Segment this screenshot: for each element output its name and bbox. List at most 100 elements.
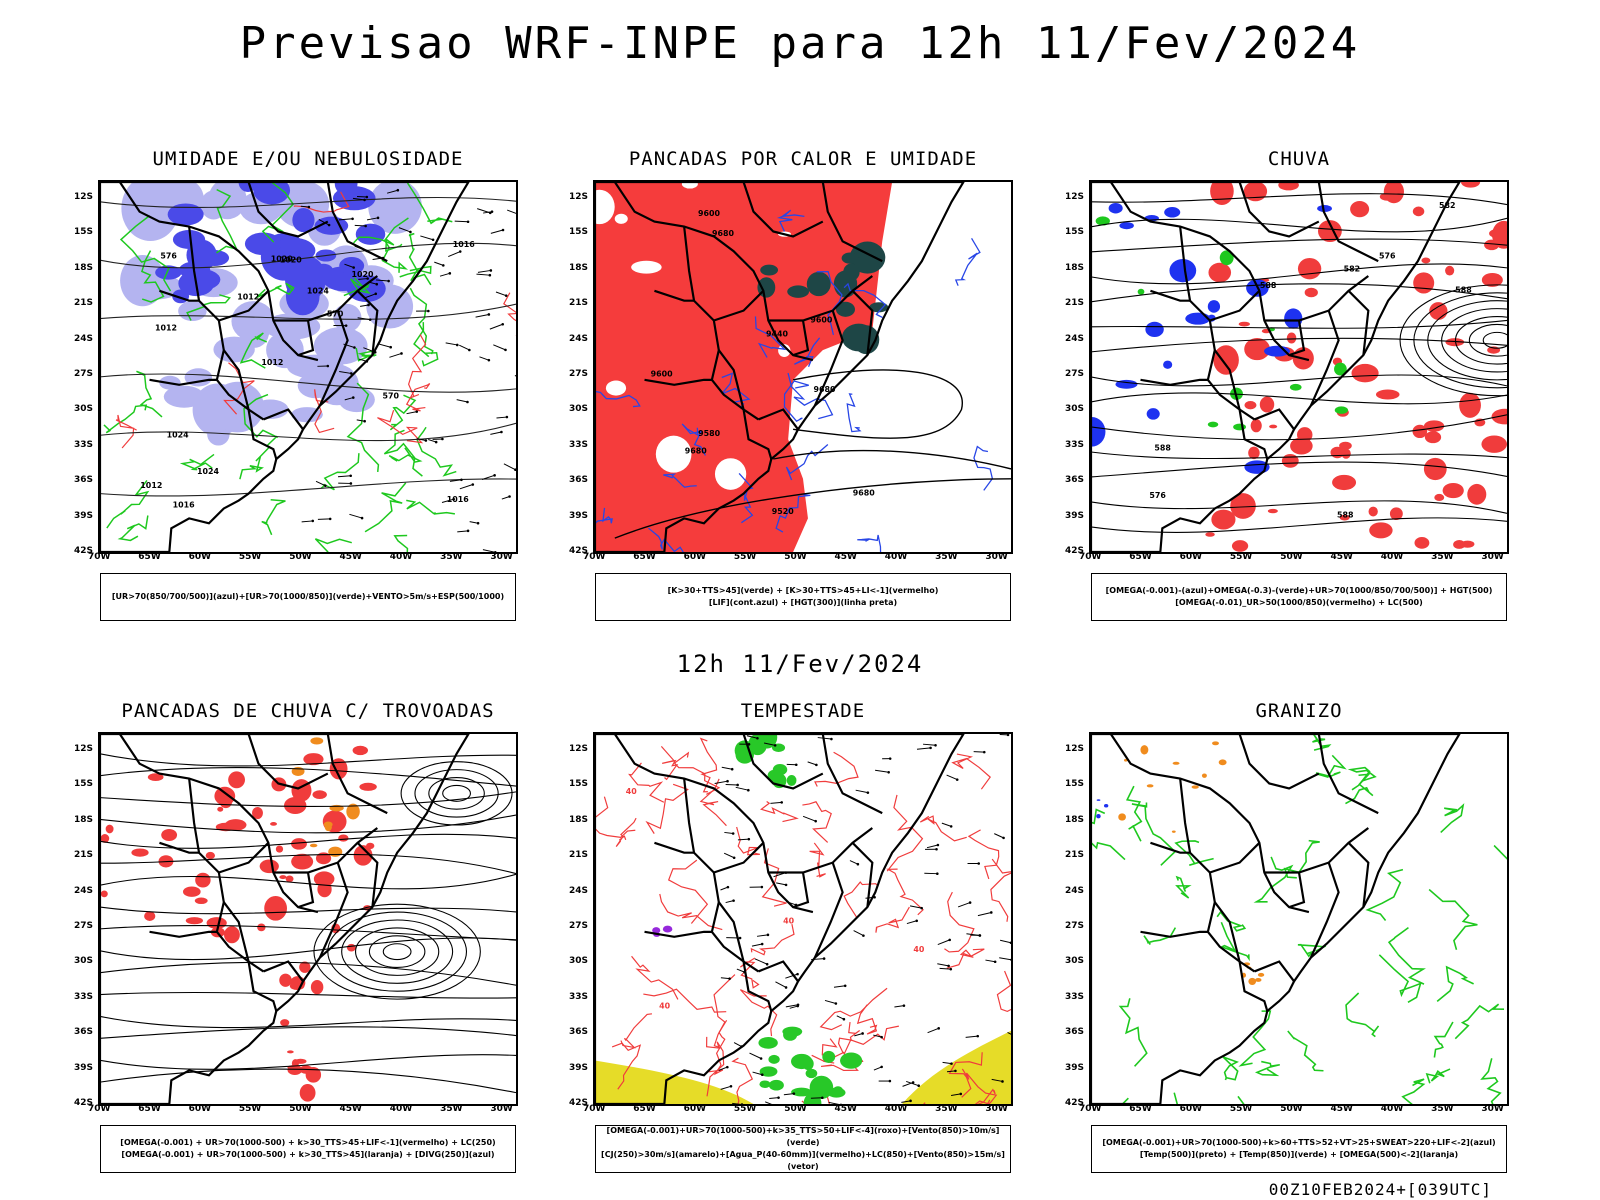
wind-vector-head xyxy=(887,771,890,774)
shaded-area xyxy=(791,1053,813,1070)
lon-label: 35W xyxy=(440,552,463,562)
lat-label: 12S xyxy=(1065,744,1085,754)
wind-vector-head xyxy=(761,1073,764,1077)
lon-label: 30W xyxy=(1481,552,1504,562)
wind-vector xyxy=(732,1102,742,1104)
streamline xyxy=(1091,517,1507,533)
shaded-area xyxy=(1218,759,1227,766)
wind-vector-head xyxy=(784,986,788,989)
lat-label: 24S xyxy=(569,885,589,896)
shaded-area xyxy=(1244,401,1257,410)
wind-vector-head xyxy=(466,220,470,224)
shaded-area xyxy=(1339,441,1352,450)
shaded-area xyxy=(217,806,224,812)
wind-vector-head xyxy=(784,883,788,887)
streamline-loop xyxy=(1468,323,1507,357)
shaded-area xyxy=(1389,507,1403,521)
streamline xyxy=(100,937,516,961)
legend-line: [LIF](cont.azul) + [HGT(300)](linha pret… xyxy=(708,598,898,607)
shaded-area xyxy=(1191,785,1199,789)
contour-line xyxy=(843,282,887,319)
contour-label: 1024 xyxy=(167,431,190,440)
wind-vector xyxy=(736,968,745,973)
shaded-area xyxy=(873,412,900,427)
wind-vector xyxy=(357,317,371,321)
lon-label: 60W xyxy=(188,552,212,562)
lat-label: 21S xyxy=(1065,850,1085,861)
shaded-area xyxy=(224,926,240,944)
streamline-loop xyxy=(1482,331,1507,349)
shaded-area xyxy=(778,344,791,358)
lon-label: 45W xyxy=(339,1104,362,1114)
shaded-area xyxy=(1163,360,1173,369)
wind-vector xyxy=(477,208,491,214)
wind-vector-head xyxy=(959,1092,963,1096)
streamline-loop xyxy=(313,903,481,1000)
contour-line xyxy=(314,538,352,552)
contour-label: 9680 xyxy=(685,447,708,456)
contour-line xyxy=(1254,1060,1280,1077)
shaded-area xyxy=(1235,501,1244,508)
shaded-area xyxy=(333,303,362,332)
shaded-area xyxy=(155,265,182,280)
shaded-area xyxy=(1103,803,1109,808)
shaded-area xyxy=(1281,454,1299,468)
lon-label: 30W xyxy=(1481,1104,1504,1114)
contour-line xyxy=(1118,998,1148,1067)
contour-line xyxy=(409,265,432,286)
wind-vector-head xyxy=(856,862,860,866)
wind-vector-head xyxy=(505,415,509,419)
contour-label: 9580 xyxy=(698,429,721,438)
map-pancadas_calor: 9680 9680 9680 9600 9680 9600 9520 9440 9580 9600 xyxy=(593,180,1013,554)
streamline xyxy=(1091,319,1507,329)
wind-vector xyxy=(1007,1032,1011,1035)
wind-vector xyxy=(735,786,749,791)
contour-label: 9600 xyxy=(651,370,674,379)
shaded-area xyxy=(215,822,236,832)
wind-vector-head xyxy=(424,439,428,442)
shaded-area xyxy=(328,846,343,857)
wind-vector-head xyxy=(954,1069,957,1073)
wind-vector xyxy=(720,1085,732,1090)
streamline xyxy=(100,373,516,393)
wind-vector-head xyxy=(948,938,951,942)
shaded-area xyxy=(1445,338,1465,347)
streamline xyxy=(1091,451,1507,460)
contour-line xyxy=(731,1057,754,1104)
lon-label: 60W xyxy=(1179,1104,1203,1114)
lat-label: 15S xyxy=(74,779,94,790)
wind-vector xyxy=(481,474,495,480)
lat-label: 39S xyxy=(569,1062,589,1073)
contour-label: 1016 xyxy=(447,495,470,504)
wind-vector xyxy=(360,304,369,307)
shaded-area xyxy=(1351,363,1379,383)
contour-line xyxy=(1401,1078,1426,1104)
wind-vector-head xyxy=(351,217,354,221)
wind-vector-head xyxy=(400,352,403,355)
wind-vector xyxy=(721,766,733,770)
shaded-area xyxy=(1255,977,1262,982)
wind-vector-head xyxy=(415,410,419,413)
lon-label: 50W xyxy=(289,1104,312,1114)
lat-label: 39S xyxy=(74,510,94,521)
shaded-area xyxy=(1334,362,1347,376)
contour-line xyxy=(816,270,843,335)
wind-vector-head xyxy=(732,856,736,860)
panel-title-umidade: UMIDADE E/OU NEBULOSIDADE xyxy=(152,148,464,170)
lon-label: 55W xyxy=(733,552,757,562)
shaded-area xyxy=(835,301,855,317)
panel-title-granizo: GRANIZO xyxy=(1255,700,1343,722)
contour-line xyxy=(794,337,821,368)
wind-vector-head xyxy=(514,468,516,471)
wind-vector-head xyxy=(367,303,370,307)
contour-label: 1024 xyxy=(197,467,220,476)
lon-label: 30W xyxy=(490,1104,513,1114)
streamline-loop xyxy=(382,943,412,961)
shaded-area xyxy=(652,927,661,934)
shaded-area xyxy=(1334,406,1349,414)
shaded-area xyxy=(100,834,110,843)
lon-label: 30W xyxy=(490,552,513,562)
shaded-area xyxy=(1332,474,1357,491)
shaded-area xyxy=(1481,273,1503,287)
contour-line xyxy=(819,987,888,1031)
